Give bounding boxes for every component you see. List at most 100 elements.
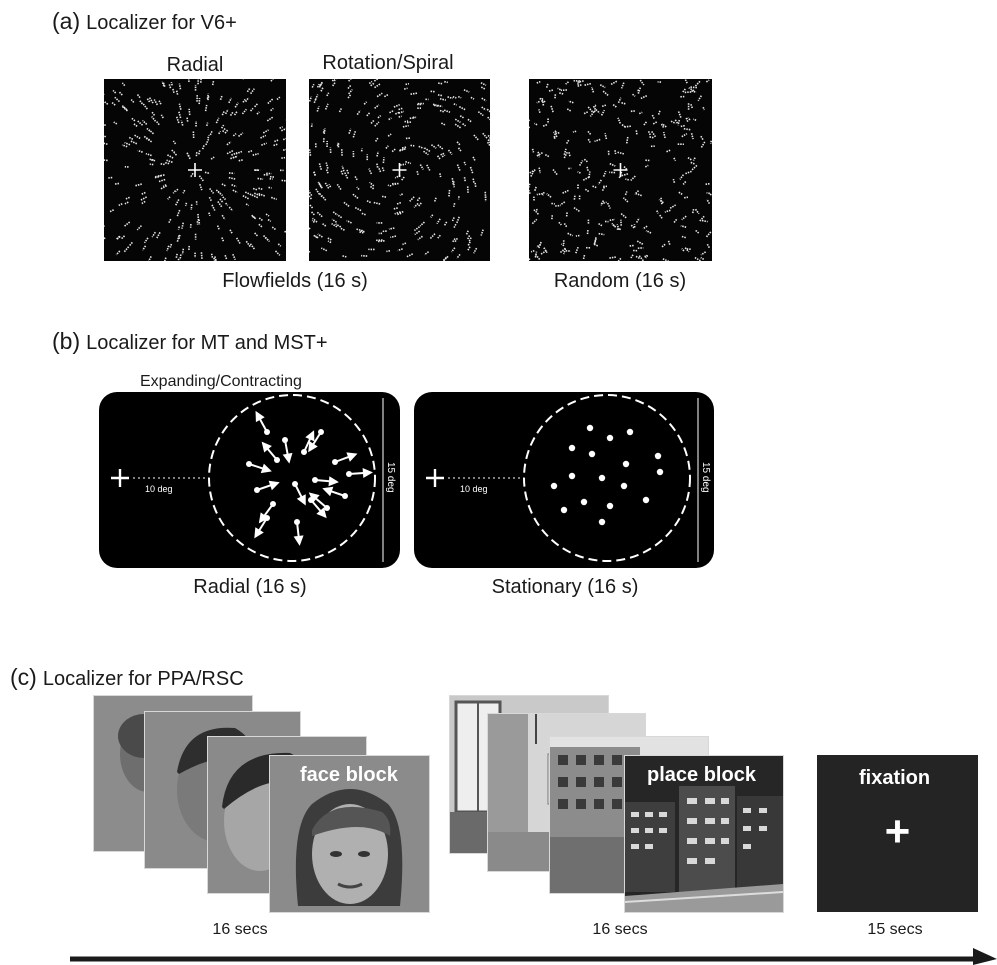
dot-streak bbox=[682, 181, 687, 185]
dot-streak bbox=[368, 168, 373, 175]
dot-streak bbox=[162, 82, 166, 87]
dot-streak bbox=[470, 96, 475, 100]
dot-streak bbox=[687, 156, 693, 161]
dot-streak bbox=[252, 215, 257, 220]
dot-streak bbox=[391, 148, 396, 153]
dot-streak bbox=[114, 96, 121, 103]
dot-streak bbox=[141, 200, 146, 205]
dot-streak bbox=[584, 188, 590, 193]
dot-streak bbox=[101, 134, 107, 138]
dot-streak bbox=[709, 140, 713, 144]
dot-streak bbox=[537, 151, 541, 158]
motion-arrow bbox=[292, 481, 306, 506]
dot-streak bbox=[617, 257, 622, 263]
dot-streak bbox=[387, 133, 392, 137]
dot-streak bbox=[327, 240, 332, 244]
dot-streak bbox=[614, 150, 617, 155]
dot-streak bbox=[176, 209, 181, 217]
dot-streak bbox=[261, 142, 267, 146]
dot-streak bbox=[356, 228, 363, 232]
dot-streaks bbox=[98, 75, 291, 265]
dot-streak bbox=[638, 255, 645, 262]
arrowhead-icon bbox=[293, 535, 304, 546]
dot-streak bbox=[624, 191, 628, 196]
dot-streak bbox=[560, 243, 565, 247]
dot-streak bbox=[374, 121, 380, 127]
dot-streak bbox=[338, 107, 343, 113]
dot-streaks bbox=[304, 74, 494, 262]
dot-streak bbox=[700, 141, 706, 148]
stationary-panel: 10 deg 15 deg bbox=[414, 392, 714, 568]
dot-streak bbox=[304, 248, 311, 253]
dot-streak bbox=[602, 90, 609, 96]
dot-streak bbox=[251, 194, 259, 199]
dot-streak bbox=[170, 149, 176, 154]
dot-streak bbox=[326, 92, 330, 97]
dot-streak bbox=[602, 170, 607, 177]
random-dot-field bbox=[523, 79, 716, 263]
dot-streak bbox=[312, 170, 317, 176]
dot-streak bbox=[400, 163, 407, 166]
dot-streak bbox=[590, 86, 595, 93]
dot-streak bbox=[325, 162, 329, 169]
dot-streak bbox=[168, 218, 172, 224]
dot-streak bbox=[246, 87, 251, 93]
dot-streak bbox=[402, 124, 409, 128]
caption-radial: Radial (16 s) bbox=[193, 576, 307, 598]
dot-streak bbox=[142, 103, 148, 110]
dot-streak bbox=[205, 138, 210, 146]
dot-streak bbox=[307, 226, 311, 230]
dot-streak bbox=[386, 250, 391, 253]
dot-streak bbox=[270, 77, 275, 82]
dot-streak bbox=[444, 80, 448, 84]
dot-streak bbox=[335, 223, 342, 228]
radial-dot-field bbox=[98, 75, 291, 265]
dot-streak bbox=[439, 173, 442, 178]
dot-streak bbox=[219, 198, 224, 204]
dot-streak bbox=[551, 202, 555, 205]
caption-random: Random (16 s) bbox=[553, 270, 687, 292]
diameter-label: 15 deg bbox=[385, 462, 396, 493]
dot-streak bbox=[672, 178, 676, 183]
dot-streak bbox=[436, 218, 441, 225]
dot-streak bbox=[644, 164, 649, 168]
dot-streak bbox=[136, 225, 142, 231]
dot-streak bbox=[666, 149, 671, 153]
place-duration: 16 secs bbox=[592, 921, 648, 938]
dot-streak bbox=[376, 163, 379, 168]
dot-streak bbox=[315, 188, 321, 195]
dot-streak bbox=[216, 225, 221, 231]
dot-streak bbox=[221, 183, 226, 187]
dot-streak bbox=[258, 223, 264, 229]
dot-streak bbox=[160, 162, 165, 166]
dot-streak bbox=[673, 218, 678, 223]
dot-streak bbox=[587, 138, 591, 143]
dot-streak bbox=[593, 238, 597, 245]
dot-streak bbox=[326, 237, 332, 241]
dot-streak bbox=[417, 235, 423, 241]
dot-streak bbox=[565, 212, 568, 218]
dot-streak bbox=[146, 97, 151, 103]
motion-arrow bbox=[308, 492, 330, 511]
dot-streak bbox=[685, 117, 689, 123]
dot-streak bbox=[160, 184, 168, 190]
dot-streak bbox=[474, 182, 477, 188]
dot-streak bbox=[465, 230, 469, 236]
dot-streak bbox=[578, 160, 584, 166]
dot-streak bbox=[342, 255, 347, 258]
motion-arrow bbox=[255, 410, 270, 435]
stationary-dot bbox=[656, 468, 664, 476]
dot-streak bbox=[225, 202, 229, 206]
stim-radial-label: Radial bbox=[166, 54, 224, 76]
dot-streak bbox=[684, 196, 689, 199]
dot-streak bbox=[254, 232, 259, 238]
dot-streak bbox=[316, 83, 321, 88]
dot-streak bbox=[166, 154, 174, 159]
dot-streak bbox=[651, 130, 657, 138]
dot-streak bbox=[345, 168, 350, 174]
dot-streak bbox=[398, 110, 405, 114]
dot-streak bbox=[233, 111, 238, 116]
dot-streak bbox=[174, 199, 180, 206]
dot-streak bbox=[354, 206, 362, 212]
dot-streak bbox=[487, 116, 494, 123]
